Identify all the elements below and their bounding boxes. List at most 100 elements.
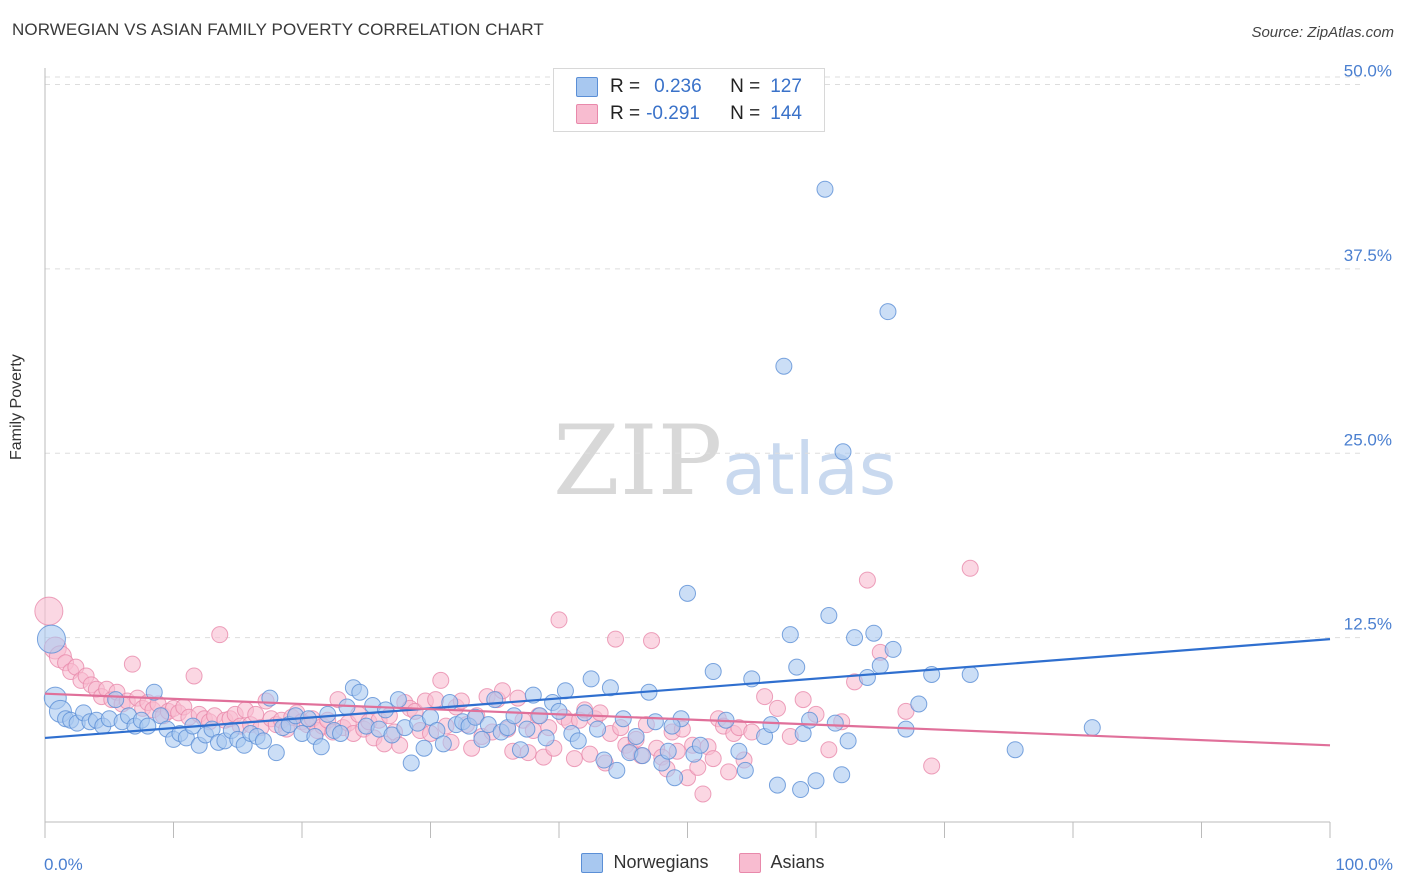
norwegian-point (871, 657, 889, 675)
norwegian-point (569, 732, 587, 750)
bottom-legend-label-asians: Asians (770, 852, 825, 872)
norwegian-point (704, 663, 722, 681)
norwegian-point (788, 658, 806, 676)
norwegian-point (627, 727, 645, 745)
asian-point (720, 763, 738, 781)
norwegian-point (582, 670, 600, 688)
asian-point (961, 559, 979, 577)
norwegian-point (319, 705, 337, 723)
norwegian-point (473, 730, 491, 748)
y-tick-label: 50.0% (1344, 62, 1392, 81)
asian-trend-line (44, 692, 1331, 747)
norwegian-point (614, 710, 632, 728)
watermark-zip: ZIP (553, 405, 723, 517)
norwegian-point (646, 713, 664, 731)
norwegian-point (659, 742, 677, 760)
norwegian-point (781, 626, 799, 644)
legend-r-value: -0.291 (646, 103, 700, 124)
norwegian-point (807, 772, 825, 790)
norwegian-point (775, 357, 793, 375)
asian-point (923, 757, 941, 775)
asian-point (768, 699, 786, 717)
legend-r-label: R = (610, 76, 641, 97)
norwegian-point (351, 683, 369, 701)
y-tick-label: 12.5% (1344, 615, 1392, 634)
asian-point (858, 571, 876, 589)
norwegian-point (589, 720, 607, 738)
norwegian-point (679, 584, 696, 602)
norwegian-point (816, 180, 834, 198)
norwegian-point (511, 741, 529, 759)
legend-swatch-asians (576, 104, 598, 124)
norwegian-point (1006, 741, 1024, 759)
y-tick-label: 25.0% (1344, 430, 1392, 449)
norwegian-point (865, 624, 883, 642)
norwegian-point (556, 682, 574, 700)
norwegian-point (1083, 719, 1101, 737)
asian-point (694, 785, 712, 803)
norwegian-point (839, 732, 857, 750)
norwegian-point (634, 747, 652, 765)
norwegian-point (415, 739, 433, 757)
asian-point (591, 704, 609, 722)
watermark: ZIPatlas (553, 405, 896, 517)
legend-n-value: 127 (770, 76, 802, 97)
asian-point (607, 630, 625, 648)
norwegian-point (858, 668, 876, 686)
norwegian-point (107, 691, 125, 709)
norwegian-point (846, 629, 864, 647)
norwegian-point (139, 717, 157, 735)
bottom-legend-swatch-asians (738, 852, 761, 873)
bottom-legend-norwegians: Norwegians (581, 852, 709, 873)
asian-point (427, 691, 445, 709)
norwegian-point (879, 303, 897, 321)
legend-n-value: 144 (770, 103, 802, 124)
bottom-legend-asians: Asians (738, 852, 825, 873)
norwegian-point (910, 695, 928, 713)
asian-point (820, 741, 838, 759)
norwegian-point (531, 707, 549, 725)
x-tick-label: 100.0% (1335, 855, 1393, 874)
norwegian-point (826, 714, 844, 732)
norwegian-point (762, 716, 780, 734)
norwegian-point (537, 729, 555, 747)
bottom-legend-label-norwegians: Norwegians (613, 852, 709, 872)
norwegian-point (608, 761, 626, 779)
asian-point (794, 691, 812, 709)
norwegian-point (730, 742, 748, 760)
x-tick-label: 0.0% (44, 855, 83, 874)
norwegian-point (792, 781, 810, 799)
watermark-atlas: atlas (722, 427, 897, 511)
legend-r-label: R = (610, 103, 641, 124)
norwegian-point (736, 761, 754, 779)
norwegian-point (691, 736, 709, 754)
norwegian-point (505, 707, 523, 725)
asian-point (565, 750, 583, 768)
legend-swatch-norwegians (576, 77, 598, 97)
norwegian-point (595, 751, 613, 769)
legend-n-label: N = (730, 103, 761, 124)
norwegian-point (576, 704, 594, 722)
bottom-legend-swatch-norwegians (581, 852, 604, 873)
norwegian-point (267, 744, 285, 762)
asian-point (34, 596, 64, 626)
chart-source: Source: ZipAtlas.com (1251, 24, 1394, 41)
norwegian-point (884, 640, 902, 658)
norwegian-point (466, 708, 484, 726)
asian-point (432, 671, 450, 689)
y-tick-label: 37.5% (1344, 246, 1392, 265)
norwegian-point (332, 725, 350, 742)
norwegian-point (402, 754, 420, 772)
legend-row-asians: R = -0.291 N = 144 (576, 102, 802, 126)
asian-point (185, 667, 203, 685)
norwegian-point (377, 701, 395, 719)
norwegian-point (663, 717, 681, 735)
legend: R = 0.236 N = 127 R = -0.291 N = 144 (553, 68, 825, 132)
norwegian-point (820, 607, 838, 624)
norwegian-point (434, 735, 452, 753)
norwegian-point (312, 738, 330, 756)
norwegian-point (383, 726, 401, 744)
norwegian-point (36, 624, 66, 654)
legend-row-norwegians: R = 0.236 N = 127 (576, 75, 802, 99)
